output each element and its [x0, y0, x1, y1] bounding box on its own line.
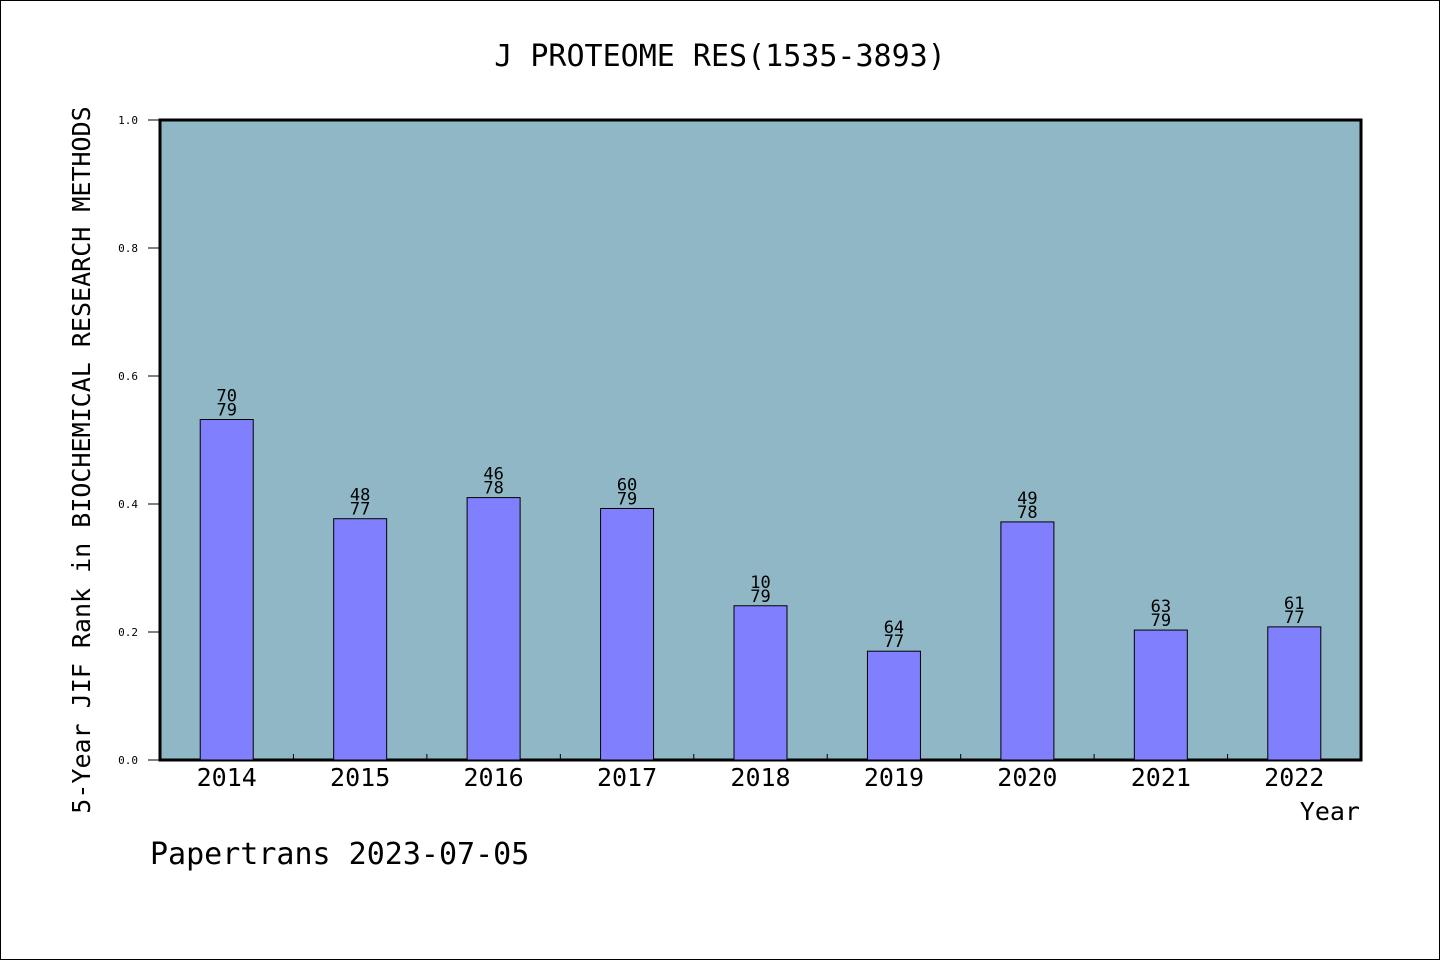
bar-rank-label: 64: [884, 618, 904, 638]
chart-title: J PROTEOME RES(1535-3893): [494, 39, 946, 74]
y-tick-label: 0.4: [118, 498, 138, 511]
bar-rank-label: 63: [1151, 597, 1171, 617]
x-axis-label: Year: [1300, 797, 1360, 826]
bar-total-label: 77: [1284, 608, 1304, 628]
bar-total-label: 79: [1151, 611, 1171, 631]
bar-2014: [199, 419, 254, 761]
bar-total-label: 79: [750, 587, 770, 607]
y-axis: 0.0 0.2 0.4 0.6 0.8 1.0: [118, 114, 160, 767]
bars-group: [199, 419, 1322, 761]
x-tick-label: 2017: [597, 763, 657, 792]
x-tick-label: 2022: [1264, 763, 1324, 792]
y-tick-label: 0.6: [118, 370, 138, 383]
x-tick-label: 2016: [464, 763, 524, 792]
bar-rank-label: 49: [1017, 489, 1037, 509]
bar-2019: [866, 650, 921, 761]
x-axis: 2014 2015 2016 2017 2018 2019 2020 2021 2022: [197, 754, 1324, 792]
bar-total-label: 77: [884, 632, 904, 652]
x-tick-label: 2015: [330, 763, 390, 792]
bar-rank-label: 60: [617, 475, 637, 495]
bar-total-label: 78: [483, 479, 503, 499]
y-tick-label: 0.2: [118, 626, 138, 639]
x-tick-label: 2020: [997, 763, 1057, 792]
bar-total-label: 78: [1017, 503, 1037, 523]
bar-2021: [1133, 629, 1188, 761]
x-tick-label: 2014: [197, 763, 257, 792]
bar-2020: [1000, 521, 1055, 761]
bar-2018: [733, 605, 788, 761]
y-tick-label: 0.8: [118, 242, 138, 255]
bar-total-label: 77: [350, 500, 370, 520]
y-tick-label: 1.0: [118, 114, 138, 127]
x-tick-label: 2018: [730, 763, 790, 792]
bar-total-label: 79: [216, 401, 236, 421]
watermark: Papertrans 2023-07-05: [150, 837, 529, 872]
y-tick-label: 0.0: [118, 754, 138, 767]
bar-rank-label: 48: [350, 486, 370, 506]
bar-2017: [600, 507, 655, 761]
x-tick-label: 2021: [1131, 763, 1191, 792]
bar-2015: [333, 518, 388, 761]
bar-2016: [466, 497, 521, 761]
bar-rank-label: 61: [1284, 594, 1304, 614]
y-axis-label: 5-Year JIF Rank in BIOCHEMICAL RESEARCH …: [67, 106, 96, 813]
bar-total-label: 79: [617, 489, 637, 509]
bar-rank-label: 46: [483, 465, 503, 485]
bar-rank-label: 10: [750, 573, 770, 593]
bar-2022: [1267, 626, 1322, 761]
x-tick-label: 2019: [864, 763, 924, 792]
bar-rank-label: 70: [216, 387, 236, 407]
